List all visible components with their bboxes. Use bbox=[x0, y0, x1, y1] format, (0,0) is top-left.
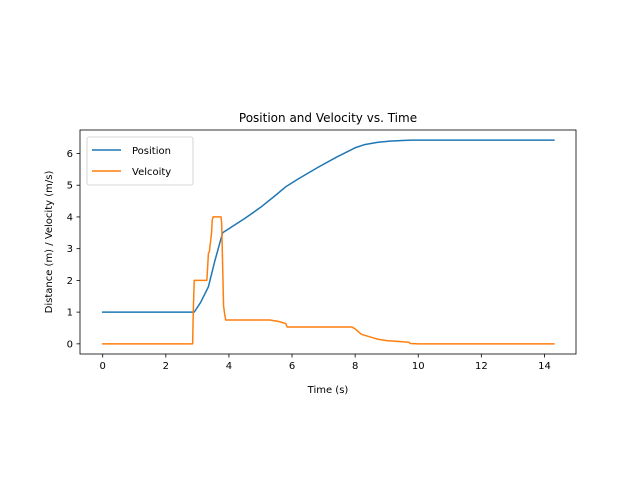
x-tick-label: 2 bbox=[163, 361, 169, 372]
y-axis: 0 1 2 3 4 5 6 bbox=[67, 149, 80, 350]
x-tick-label: 8 bbox=[352, 361, 358, 372]
y-axis-label: Distance (m) / Velocity (m/s) bbox=[44, 171, 55, 314]
series-layer bbox=[101, 139, 555, 345]
y-tick-label: 1 bbox=[67, 308, 73, 319]
x-tick-label: 14 bbox=[538, 361, 551, 372]
legend-frame bbox=[86, 136, 194, 186]
x-tick-label: 4 bbox=[226, 361, 232, 372]
x-tick-label: 12 bbox=[475, 361, 488, 372]
series-line-velocity bbox=[101, 216, 555, 345]
series-line-position bbox=[101, 139, 555, 313]
legend-label-position: Position bbox=[132, 146, 171, 157]
x-axis: 0 2 4 6 8 10 12 14 bbox=[100, 354, 551, 372]
x-tick-label: 6 bbox=[289, 361, 295, 372]
legend: Position Velcoity bbox=[86, 136, 194, 186]
chart-title: Position and Velocity vs. Time bbox=[239, 111, 417, 125]
y-tick-label: 4 bbox=[67, 212, 73, 223]
y-tick-label: 0 bbox=[67, 339, 73, 350]
x-tick-label: 0 bbox=[100, 361, 106, 372]
y-tick-label: 2 bbox=[67, 276, 73, 287]
y-tick-label: 3 bbox=[67, 244, 73, 255]
x-axis-label: Time (s) bbox=[307, 385, 349, 396]
y-tick-label: 6 bbox=[67, 149, 73, 160]
y-tick-label: 5 bbox=[67, 181, 73, 192]
x-tick-label: 10 bbox=[412, 361, 425, 372]
plot-frame bbox=[79, 129, 577, 355]
legend-label-velocity: Velcoity bbox=[132, 167, 171, 178]
